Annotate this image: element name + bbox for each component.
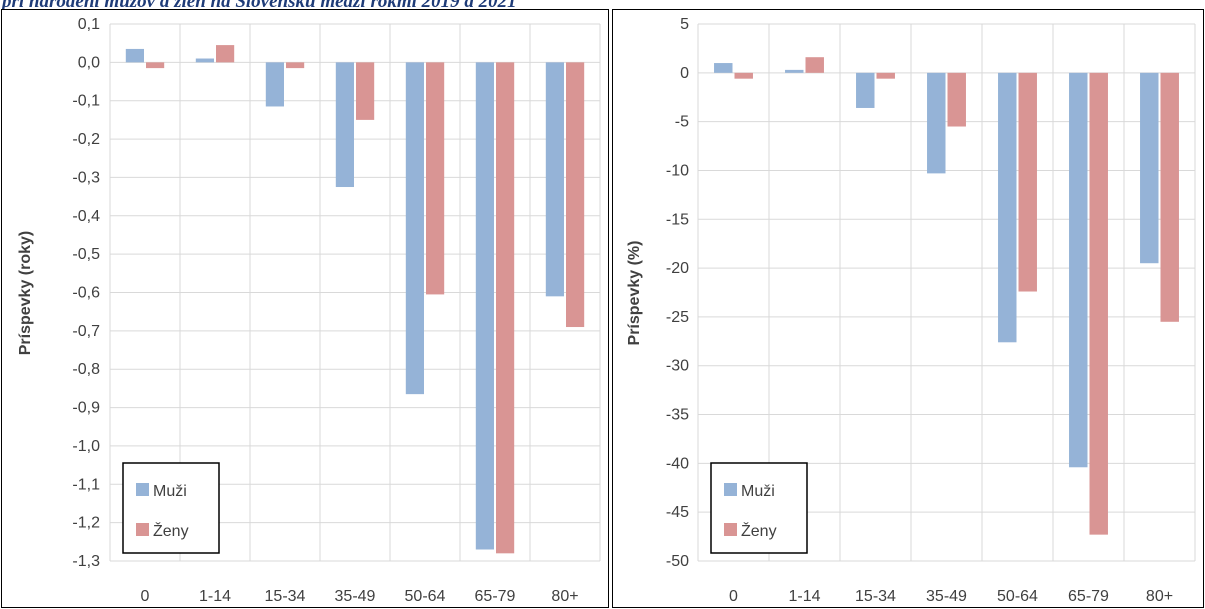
y-tick-label: -0,4 [72,208,100,225]
y-tick-label: -0,6 [72,285,100,302]
y-tick-label: -1,1 [72,476,100,493]
y-tick-label: -20 [666,260,689,277]
bar-muzi-50-64 [405,62,424,395]
y-axis-title: Príspevky (%) [626,241,643,346]
chart-years-svg: 0,1 0,0 -0,1 -0,2 -0,3 -0,4 -0,5 -0,6 -0,7 -0,8 -0… [17,16,601,605]
y-tick-label: -1,3 [72,553,100,570]
bar-zeny-35-49 [947,72,966,127]
bar-zeny-1-14 [216,45,235,63]
bar-muzi-35-49 [335,62,354,188]
bar-zeny-0 [734,72,753,79]
legend-label-zeny: Ženy [741,521,777,540]
x-tick-label: 80+ [1146,588,1173,605]
bar-muzi-65-79 [1069,72,1088,468]
y-tick-label: -0,1 [72,93,100,110]
y-tick-label: -50 [666,553,689,570]
bar-muzi-35-49 [927,72,946,174]
y-tick-label: -0,3 [72,169,100,186]
y-tick-label: 0,1 [78,16,100,33]
x-tick-label: 80+ [551,588,578,605]
x-tick-label: 35-49 [335,588,376,605]
legend-swatch-zeny [136,523,149,536]
y-tick-label: -0,9 [72,400,100,417]
y-tick-label: -0,8 [72,361,100,378]
bar-muzi-1-14 [785,69,804,73]
bar-zeny-35-49 [356,62,375,120]
bar-zeny-0 [146,62,165,69]
y-tick-label: -15 [666,211,689,228]
figure-caption: pri narodení mužov a žien na Slovensku m… [2,0,517,11]
y-tick-label: -0,5 [72,246,100,263]
x-tick-label: 65-79 [1068,588,1109,605]
y-tick-label: -0,2 [72,131,100,148]
bar-zeny-50-64 [426,62,445,295]
bar-muzi-80+ [1140,72,1159,264]
x-tick-label: 65-79 [475,588,516,605]
bar-zeny-80+ [566,62,585,328]
bar-muzi-15-34 [856,72,875,108]
legend-swatch-zeny [724,523,737,536]
y-tick-label: -25 [666,309,689,326]
legend-box [710,462,808,554]
bar-zeny-50-64 [1018,72,1037,292]
x-tick-label: 15-34 [265,588,306,605]
y-tick-label: -0,7 [72,323,100,340]
legend-swatch-muzi [724,483,737,496]
y-tick-label: -1,0 [72,438,100,455]
y-tick-label: -30 [666,358,689,375]
bar-muzi-65-79 [475,62,494,550]
x-tick-label: 15-34 [855,588,896,605]
bar-muzi-80+ [545,62,564,297]
legend-swatch-muzi [136,483,149,496]
bar-muzi-0 [125,48,144,63]
chart-panel-years: 0,1 0,0 -0,1 -0,2 -0,3 -0,4 -0,5 -0,6 -0,7 -0,8 -0… [1,9,609,608]
x-tick-label: 0 [141,588,150,605]
legend-label-muzi: Muži [153,483,187,500]
x-tick-label: 0 [729,588,738,605]
y-tick-label: -45 [666,504,689,521]
y-tick-label: -1,2 [72,515,100,532]
bar-muzi-15-34 [265,62,284,107]
legend-label-muzi: Muži [741,483,775,500]
y-tick-label: -35 [666,407,689,424]
bar-muzi-0 [714,63,733,73]
x-tick-label: 50-64 [997,588,1038,605]
x-tick-label: 1-14 [199,588,231,605]
x-tick-label: 35-49 [926,588,967,605]
y-tick-label: 0,0 [78,54,100,71]
chart-panel-percent: 5 0 -5 -10 -15 -20 -25 -30 -35 -40 -45 -50 0 1-14 15-3… [612,9,1204,608]
bar-zeny-15-34 [876,72,895,79]
legend-box [122,462,220,554]
legend-label-zeny: Ženy [153,521,189,540]
x-tick-label: 50-64 [405,588,446,605]
bar-muzi-50-64 [998,72,1017,343]
bar-zeny-65-79 [1089,72,1108,535]
y-axis-title: Príspevky (roky) [17,231,34,356]
y-tick-label: -10 [666,162,689,179]
y-tick-label: -5 [675,114,689,131]
bar-zeny-80+ [1160,72,1179,322]
bar-muzi-1-14 [195,58,214,63]
bar-zeny-1-14 [805,57,824,73]
chart-percent-svg: 5 0 -5 -10 -15 -20 -25 -30 -35 -40 -45 -50 0 1-14 15-3… [626,16,1196,605]
bar-zeny-65-79 [496,62,515,554]
y-tick-label: 5 [680,16,689,33]
x-tick-label: 1-14 [788,588,820,605]
bar-zeny-15-34 [286,62,305,69]
y-tick-label: -40 [666,455,689,472]
y-tick-label: 0 [680,65,689,82]
